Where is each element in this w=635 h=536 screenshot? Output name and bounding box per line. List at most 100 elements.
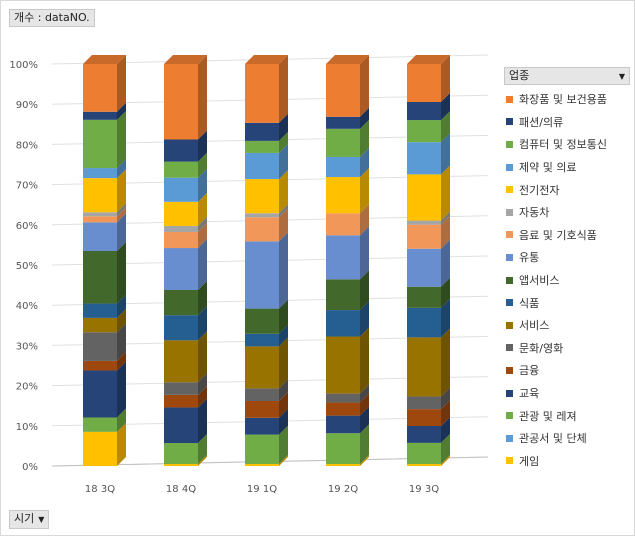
bar-segment: [407, 409, 441, 427]
legend-item: 제약 및 의료: [506, 156, 630, 179]
bar-segment: [407, 286, 441, 308]
bar-segment: [326, 433, 360, 464]
bar-segment: [407, 337, 441, 397]
bar-segment: [407, 248, 441, 287]
legend-field-label: 업종: [509, 69, 530, 82]
bar-segment: [326, 393, 360, 403]
legend-label: 식품: [519, 296, 540, 310]
bar-side: [279, 170, 288, 214]
bar-segment: [326, 64, 360, 117]
bar-side: [279, 324, 288, 347]
bar-segment: [407, 101, 441, 121]
bar-side: [441, 133, 450, 175]
value-field-label: 개수 : dataNO.: [14, 11, 90, 24]
bar-side: [360, 384, 369, 403]
bar-segment: [326, 177, 360, 214]
legend-item: 문화/영화: [506, 337, 630, 360]
bar-segment: [83, 317, 117, 333]
legend-label: 음료 및 기호식품: [519, 228, 597, 242]
bar-top: [83, 55, 126, 64]
bar-side: [441, 433, 450, 464]
bar-side: [117, 102, 126, 120]
legend-swatch: [506, 95, 513, 103]
bar-side: [360, 119, 369, 157]
bar-side: [360, 226, 369, 280]
bar-side: [198, 192, 207, 226]
bar-side: [198, 55, 207, 140]
bar-segment: [83, 332, 117, 361]
x-tick-label: 18 4Q: [166, 484, 196, 495]
x-tick-label: 19 2Q: [328, 484, 358, 495]
bar-segment: [164, 463, 198, 466]
legend-label: 제약 및 의료: [519, 161, 577, 175]
legend-swatch: [506, 412, 513, 420]
bar-top: [326, 55, 369, 64]
bar-segment: [245, 213, 279, 218]
bar-side: [279, 208, 288, 242]
bar-segment: [407, 307, 441, 338]
bar-segment: [83, 417, 117, 432]
legend-item: 서비스: [506, 314, 630, 337]
legend-swatch: [506, 321, 513, 329]
bar-segment: [164, 64, 198, 140]
bar-side: [441, 400, 450, 427]
bar-side: [279, 299, 288, 334]
bar-side: [117, 422, 126, 466]
legend-item: 패션/의류: [506, 111, 630, 134]
legend-label: 자동차: [519, 206, 550, 220]
bar-segment: [326, 128, 360, 157]
bar-side: [279, 425, 288, 464]
legend-label: 금융: [519, 364, 540, 378]
bar-segment: [407, 426, 441, 443]
bar-side: [117, 169, 126, 213]
bar-side: [117, 207, 126, 223]
bar-segment: [83, 111, 117, 120]
bar-segment: [245, 308, 279, 334]
legend-field-button[interactable]: 업종 ▼: [504, 67, 630, 85]
bar-side: [198, 130, 207, 162]
legend-swatch: [506, 253, 513, 261]
bar-side: [360, 168, 369, 214]
bar-segment: [83, 64, 117, 112]
y-tick-label: 90%: [16, 100, 38, 111]
legend-swatch: [506, 231, 513, 239]
legend-item: 화장품 및 보건용품: [506, 88, 630, 111]
legend-item: 관공서 및 단체: [506, 427, 630, 450]
y-tick-label: 10%: [16, 422, 38, 433]
bar-segment: [326, 235, 360, 280]
bar-segment: [407, 224, 441, 249]
bar-side: [117, 242, 126, 304]
bar-side: [117, 361, 126, 418]
bar-side: [117, 308, 126, 333]
bar-side: [279, 131, 288, 153]
value-field-button[interactable]: 개수 : dataNO.: [9, 9, 95, 27]
bar-segment: [326, 116, 360, 129]
bar-segment: [245, 400, 279, 418]
bar-side: [360, 301, 369, 337]
bar-side: [198, 239, 207, 290]
bar-top: [164, 55, 207, 64]
legend-swatch: [506, 186, 513, 194]
y-tick-label: 100%: [9, 60, 38, 71]
bar-side: [441, 277, 450, 308]
bar-segment: [407, 142, 441, 175]
bar-segment: [407, 442, 441, 464]
bar-segment: [245, 152, 279, 180]
legend-swatch: [506, 366, 513, 374]
bar-segment: [326, 415, 360, 434]
bar-segment: [407, 463, 441, 466]
category-field-button[interactable]: 시기 ▼: [9, 510, 50, 529]
bar-side: [360, 204, 369, 236]
legend-label: 서비스: [519, 319, 550, 333]
bar-segment: [164, 394, 198, 408]
legend-swatch: [506, 389, 513, 397]
legend-swatch: [506, 434, 513, 442]
legend-label: 문화/영화: [519, 341, 564, 355]
bar-segment: [326, 463, 360, 466]
bar-side: [279, 337, 288, 389]
legend-label: 전기전자: [519, 183, 560, 197]
legend-swatch: [506, 344, 513, 352]
bar-side: [279, 454, 288, 466]
bar-side: [279, 232, 288, 309]
bar-segment: [164, 289, 198, 316]
